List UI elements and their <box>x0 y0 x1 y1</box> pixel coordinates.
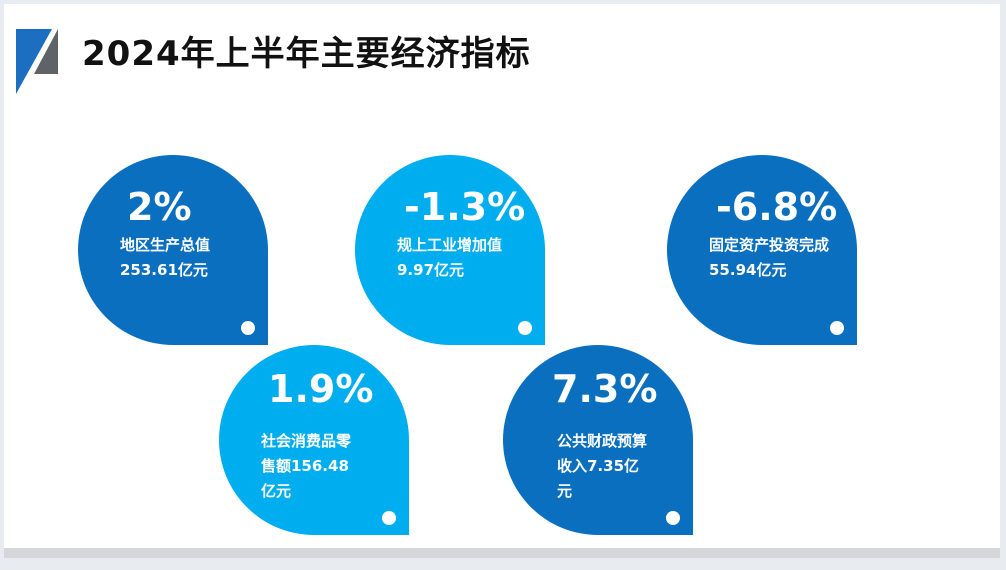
card-dot <box>382 511 396 525</box>
indicator-label: 固定资产投资完成 55.94亿元 <box>709 233 859 283</box>
indicator-label: 规上工业增加值 9.97亿元 <box>397 233 527 283</box>
title-decor <box>16 29 58 94</box>
bottom-band <box>4 548 1000 558</box>
indicator-value: 253.61亿元 <box>120 261 208 279</box>
indicator-name: 公共财政预算收入7.35亿元 <box>557 432 648 500</box>
indicator-percent: 2% <box>127 185 192 229</box>
indicator-value: 55.94亿元 <box>709 261 787 279</box>
indicator-label: 地区生产总值 253.61亿元 <box>120 233 240 283</box>
indicator-name: 规上工业增加值 <box>397 236 503 254</box>
indicator-name: 固定资产投资完成 <box>709 236 830 254</box>
card-dot <box>830 321 844 335</box>
indicator-percent: 7.3% <box>552 367 658 411</box>
indicator-percent: -6.8% <box>716 185 838 229</box>
indicator-percent: 1.9% <box>268 367 374 411</box>
indicator-card: 7.3% 公共财政预算收入7.35亿元 <box>503 345 693 535</box>
indicator-percent: -1.3% <box>404 185 526 229</box>
card-dot <box>666 511 680 525</box>
indicator-card: 1.9% 社会消费品零售额156.48亿元 <box>219 345 409 535</box>
indicator-name: 地区生产总值 <box>120 236 211 254</box>
indicator-card: 2% 地区生产总值 253.61亿元 <box>78 155 268 345</box>
card-dot <box>241 321 255 335</box>
indicator-label: 社会消费品零售额156.48亿元 <box>261 429 361 504</box>
title: 2024年上半年主要经济指标 <box>82 34 531 74</box>
indicator-card: -6.8% 固定资产投资完成 55.94亿元 <box>667 155 857 345</box>
indicator-label: 公共财政预算收入7.35亿元 <box>557 429 653 504</box>
indicator-name: 社会消费品零售额156.48亿元 <box>261 432 352 500</box>
indicator-card: -1.3% 规上工业增加值 9.97亿元 <box>355 155 545 345</box>
decor-blue <box>16 29 52 94</box>
indicator-value: 9.97亿元 <box>397 261 465 279</box>
decor-gray <box>34 29 58 74</box>
card-dot <box>518 321 532 335</box>
